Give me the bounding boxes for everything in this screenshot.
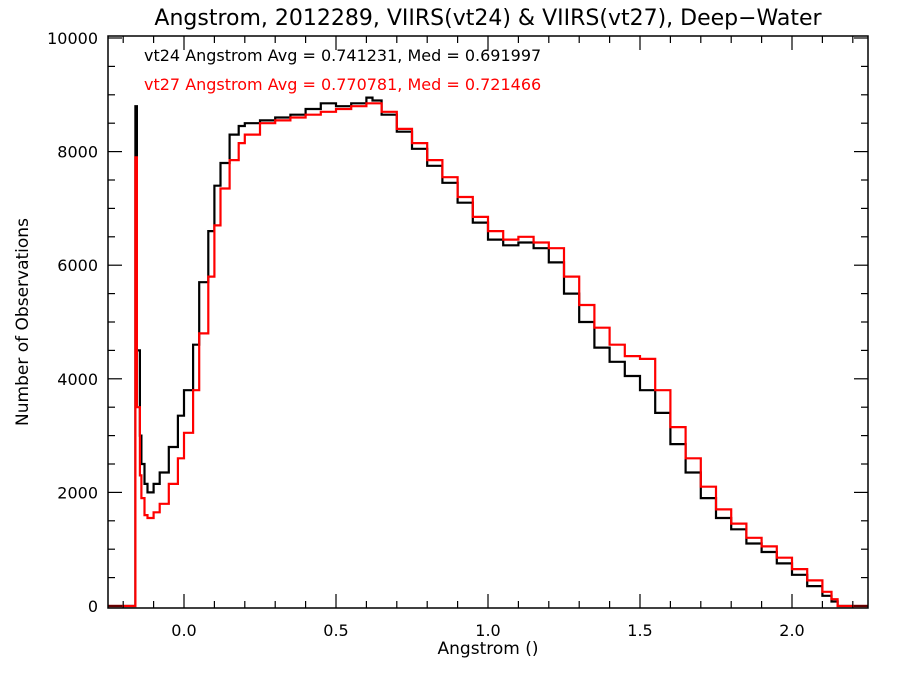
plot-frame xyxy=(107,35,869,609)
series-line-vt27 xyxy=(108,102,868,608)
y-tick-label: 6000 xyxy=(57,256,98,275)
tick-layer: 0.0 0.5 1.0 1.5 2.0 0 2000 4000 6000 8000 10000 xyxy=(47,29,868,640)
x-tick-label: 2.0 xyxy=(779,621,804,640)
y-tick-label: 8000 xyxy=(57,143,98,162)
series-layer xyxy=(108,96,868,608)
annotation-vt27: vt27 Angstrom Avg = 0.770781, Med = 0.72… xyxy=(144,75,541,94)
x-tick-label: 1.0 xyxy=(475,621,500,640)
y-tick-label: 2000 xyxy=(57,483,98,502)
annotation-vt24: vt24 Angstrom Avg = 0.741231, Med = 0.69… xyxy=(144,46,541,65)
series-line-vt24 xyxy=(108,96,868,608)
y-tick-label: 0 xyxy=(88,597,98,616)
chart-title: Angstrom, 2012289, VIIRS(vt24) & VIIRS(v… xyxy=(154,6,822,31)
y-axis-label: Number of Observations xyxy=(13,218,33,426)
y-tick-label: 4000 xyxy=(57,370,98,389)
x-axis-label: Angstrom () xyxy=(438,639,539,659)
y-tick-label: 10000 xyxy=(47,29,98,48)
x-tick-label: 0.5 xyxy=(323,621,348,640)
x-tick-label: 0.0 xyxy=(171,621,196,640)
x-tick-label: 1.5 xyxy=(627,621,652,640)
